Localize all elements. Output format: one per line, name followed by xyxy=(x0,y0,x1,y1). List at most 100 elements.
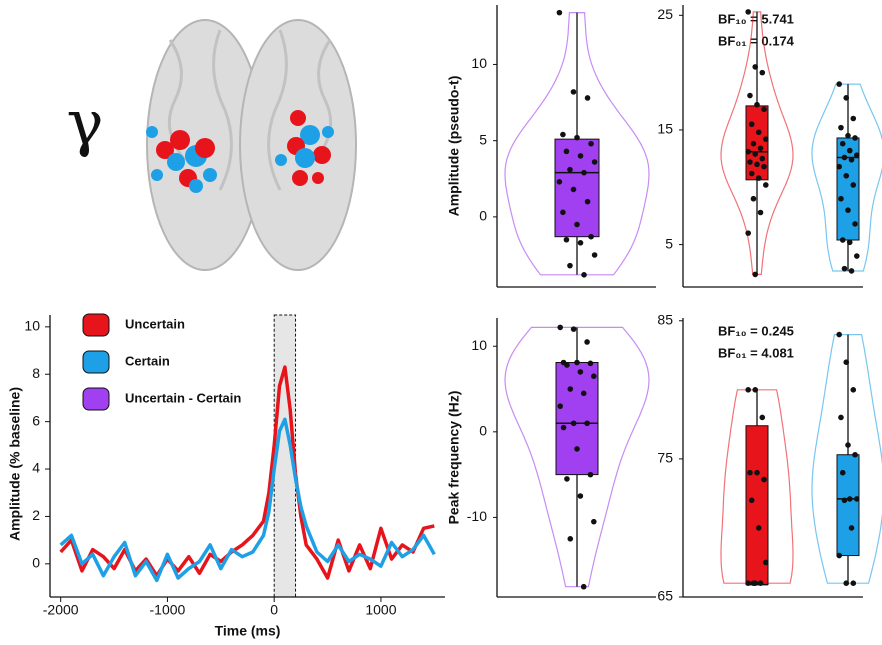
data-point xyxy=(761,106,767,113)
violin xyxy=(504,326,650,588)
data-point xyxy=(759,69,766,76)
data-point xyxy=(563,148,570,155)
data-point xyxy=(577,239,584,246)
data-point xyxy=(754,161,760,168)
data-point xyxy=(747,469,753,476)
data-point xyxy=(591,252,598,258)
data-point xyxy=(836,331,842,338)
data-point xyxy=(838,414,844,421)
data-point xyxy=(574,221,580,228)
data-point xyxy=(848,268,855,274)
data-point xyxy=(852,451,858,458)
data-point xyxy=(850,182,857,188)
data-point xyxy=(588,140,594,147)
data-point xyxy=(567,166,573,173)
y-tick-label: 0 xyxy=(479,208,487,224)
data-point xyxy=(838,195,844,202)
data-point xyxy=(564,362,570,368)
data-point xyxy=(763,559,769,566)
data-point xyxy=(841,265,848,272)
data-point xyxy=(581,169,587,176)
data-point xyxy=(574,446,580,452)
data-point xyxy=(584,95,591,101)
data-point xyxy=(557,324,563,331)
data-point xyxy=(839,469,846,476)
data-point xyxy=(845,132,851,139)
data-point xyxy=(838,124,844,131)
bayes-factor: BF₁₀ = 0.245 xyxy=(718,323,794,338)
data-point xyxy=(584,339,590,345)
data-point xyxy=(567,386,574,392)
data-point xyxy=(854,496,860,502)
data-point xyxy=(748,497,755,504)
bayes-factor: BF₁₀ = 5.741 xyxy=(718,11,794,26)
y-axis-label: Amplitude (% baseline) xyxy=(7,387,23,541)
data-point xyxy=(763,136,769,142)
data-point xyxy=(839,140,846,147)
data-point xyxy=(843,580,850,586)
data-point xyxy=(577,369,584,375)
box xyxy=(554,138,600,238)
data-point xyxy=(841,154,848,161)
legend-swatch xyxy=(82,387,110,411)
data-point xyxy=(846,147,853,154)
data-point xyxy=(852,135,858,141)
data-point xyxy=(752,271,759,278)
bayes-factor: BF₀₁ = 4.081 xyxy=(718,345,794,360)
data-point xyxy=(570,420,577,427)
legend-swatch xyxy=(82,313,110,337)
y-tick-label: 0 xyxy=(32,555,40,571)
data-point xyxy=(587,360,594,367)
data-point xyxy=(752,580,759,586)
data-point xyxy=(757,145,764,152)
data-point xyxy=(836,163,842,170)
y-tick-label: 10 xyxy=(24,318,40,334)
data-point xyxy=(845,207,851,213)
y-tick-label: 8 xyxy=(32,365,40,381)
data-point xyxy=(755,525,762,531)
data-point xyxy=(846,496,853,502)
data-point xyxy=(750,140,757,147)
series-line xyxy=(59,365,435,580)
y-tick-label: 75 xyxy=(657,450,673,466)
data-point xyxy=(745,580,751,586)
data-point xyxy=(761,476,767,483)
y-tick-label: 15 xyxy=(657,121,673,137)
data-point xyxy=(763,182,769,188)
violin xyxy=(720,11,794,275)
data-point xyxy=(577,493,584,499)
violin xyxy=(504,12,650,276)
legend-swatch xyxy=(82,350,110,374)
data-point xyxy=(567,536,574,542)
data-point xyxy=(591,159,598,165)
y-tick-label: -10 xyxy=(467,508,487,524)
data-point xyxy=(848,525,855,531)
brain-render xyxy=(146,19,357,271)
data-point xyxy=(854,253,860,259)
x-tick-label: -2000 xyxy=(43,602,79,618)
y-axis-label: Peak frequency (Hz) xyxy=(446,391,462,525)
y-tick-label: 2 xyxy=(32,507,40,523)
data-point xyxy=(560,424,567,431)
data-point xyxy=(752,64,759,70)
data-point xyxy=(556,9,563,16)
violin xyxy=(811,83,882,272)
data-point xyxy=(584,198,591,205)
data-point xyxy=(563,236,570,243)
data-point xyxy=(836,552,842,559)
data-point xyxy=(580,390,587,397)
data-point xyxy=(752,151,759,157)
data-point xyxy=(852,221,858,227)
data-point xyxy=(754,101,760,108)
data-point xyxy=(580,583,587,590)
data-point xyxy=(745,230,751,236)
data-point xyxy=(755,175,762,181)
data-point xyxy=(850,115,857,122)
data-point xyxy=(574,134,580,141)
x-axis-label: Time (ms) xyxy=(215,623,281,639)
data-point xyxy=(841,497,848,504)
data-point xyxy=(745,9,751,15)
y-tick-label: 10 xyxy=(471,337,487,353)
data-point xyxy=(755,129,762,136)
data-point xyxy=(587,471,594,478)
